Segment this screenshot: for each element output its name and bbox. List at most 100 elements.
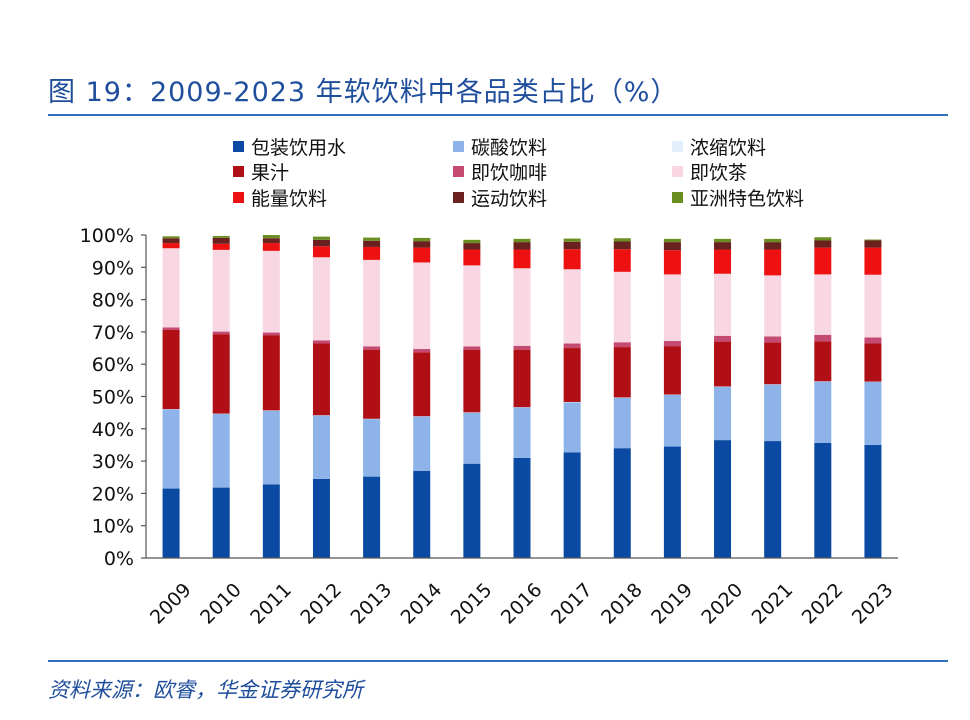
legend-swatch-8	[453, 192, 464, 203]
legend-label-1: 包装饮用水	[251, 137, 346, 159]
bar-segment-9-2018	[613, 238, 631, 242]
bar-segment-5-2013	[363, 346, 381, 350]
bar-segment-4-2015	[463, 349, 481, 413]
bar-segment-9-2023	[864, 239, 882, 241]
bar-stack-2015	[463, 239, 481, 558]
bar-segment-2-2013	[363, 419, 381, 477]
bar-segment-5-2012	[312, 340, 330, 344]
bar-segment-9-2015	[463, 239, 481, 244]
x-tick-label: 2013	[346, 579, 396, 629]
bar-segment-1-2019	[663, 446, 681, 558]
bar-segment-9-2011	[262, 235, 280, 239]
y-tick-label: 50%	[92, 387, 134, 409]
bar-segment-2-2009	[162, 409, 180, 489]
bar-segment-4-2020	[714, 341, 732, 387]
bar-segment-2-2019	[663, 394, 681, 447]
bar-segment-1-2023	[864, 444, 882, 558]
bar-segment-6-2022	[814, 274, 832, 335]
bar-segment-4-2022	[814, 341, 832, 382]
x-tick-label: 2010	[196, 579, 246, 629]
bar-segment-4-2012	[312, 343, 330, 416]
bar-segment-7-2012	[312, 246, 330, 258]
bar-segment-6-2016	[513, 268, 531, 346]
bar-segment-2-2017	[563, 402, 581, 453]
bar-segment-4-2014	[413, 352, 431, 417]
bar-segment-9-2013	[363, 237, 381, 241]
bar-segment-9-2020	[714, 238, 732, 243]
x-tick-label: 2021	[748, 579, 798, 629]
title-divider	[48, 114, 948, 116]
bar-segment-7-2017	[563, 249, 581, 270]
legend-label-4: 果汁	[251, 162, 289, 184]
bar-segment-2-2023	[864, 381, 882, 445]
footer-divider	[48, 660, 948, 662]
x-tick-label: 2014	[397, 579, 447, 629]
bar-segment-1-2016	[513, 457, 531, 558]
bar-segment-4-2023	[864, 343, 882, 382]
bar-segment-5-2021	[764, 336, 782, 343]
bar-segment-4-2016	[513, 349, 531, 408]
bar-segment-4-2017	[563, 348, 581, 402]
bar-segment-2-2010	[212, 413, 230, 488]
bar-stack-2018	[613, 238, 631, 558]
bar-segment-7-2022	[814, 247, 832, 275]
bar-segment-8-2015	[463, 243, 481, 250]
bar-segment-4-2011	[262, 335, 280, 411]
y-tick-label: 100%	[80, 225, 134, 247]
bar-segment-4-2013	[363, 349, 381, 419]
bar-segment-2-2021	[764, 384, 782, 442]
x-axis: 2009 2010 2011 2012 2013 2014 2015 2016 2017 2018…	[146, 557, 898, 629]
legend-label-9: 亚洲特色饮料	[690, 188, 804, 210]
bar-segment-7-2016	[513, 249, 531, 269]
legend-label-7: 能量饮料	[251, 188, 327, 210]
bar-segment-7-2020	[714, 249, 732, 274]
legend-label-3: 浓缩饮料	[690, 137, 766, 159]
x-tick-label: 2023	[848, 579, 898, 629]
bar-segment-7-2014	[413, 247, 431, 263]
bar-segment-7-2021	[764, 249, 782, 276]
bar-segment-6-2017	[563, 269, 581, 344]
bar-stack-2023	[864, 239, 882, 558]
bar-segment-7-2009	[162, 243, 180, 249]
bar-segment-8-2016	[513, 242, 531, 250]
bar-segment-5-2022	[814, 334, 832, 342]
source-note: 资料来源：欧睿，华金证券研究所	[48, 678, 363, 702]
bar-segment-8-2019	[663, 242, 681, 251]
bar-segment-7-2023	[864, 247, 882, 275]
legend-swatch-1	[233, 141, 244, 152]
bar-segment-6-2018	[613, 271, 631, 343]
bar-segment-7-2015	[463, 249, 481, 266]
bar-segment-5-2018	[613, 342, 631, 348]
bar-segment-1-2010	[212, 487, 230, 558]
bar-segment-9-2019	[663, 238, 681, 243]
bar-segment-9-2017	[563, 238, 581, 242]
bar-stack-2019	[663, 238, 681, 558]
bar-stack-2022	[814, 237, 832, 558]
bar-segment-1-2021	[764, 441, 782, 558]
bar-segment-1-2017	[563, 452, 581, 558]
bar-segment-7-2010	[212, 243, 230, 250]
bar-segment-7-2011	[262, 243, 280, 251]
bar-segment-9-2010	[212, 235, 230, 238]
legend-label-5: 即饮咖啡	[471, 162, 547, 184]
x-tick-label: 2016	[497, 579, 547, 629]
bar-segment-6-2014	[413, 262, 431, 350]
bar-segment-1-2012	[312, 478, 330, 558]
bar-segment-6-2013	[363, 259, 381, 347]
legend-swatch-6	[672, 166, 683, 177]
bar-segment-5-2009	[162, 327, 180, 330]
bar-segment-6-2023	[864, 274, 882, 338]
bar-segment-7-2019	[663, 250, 681, 275]
bar-segment-6-2011	[262, 250, 280, 333]
bar-segment-9-2014	[413, 237, 431, 242]
x-tick-label: 2009	[146, 579, 196, 629]
bar-segment-4-2009	[162, 329, 180, 410]
legend-swatch-9	[672, 192, 683, 203]
bar-segment-7-2018	[613, 249, 631, 272]
x-tick-label: 2011	[246, 579, 296, 629]
bar-segment-5-2014	[413, 349, 431, 353]
y-tick-label: 10%	[92, 516, 134, 538]
bar-segment-1-2015	[463, 463, 481, 558]
x-tick-label: 2022	[798, 579, 848, 629]
